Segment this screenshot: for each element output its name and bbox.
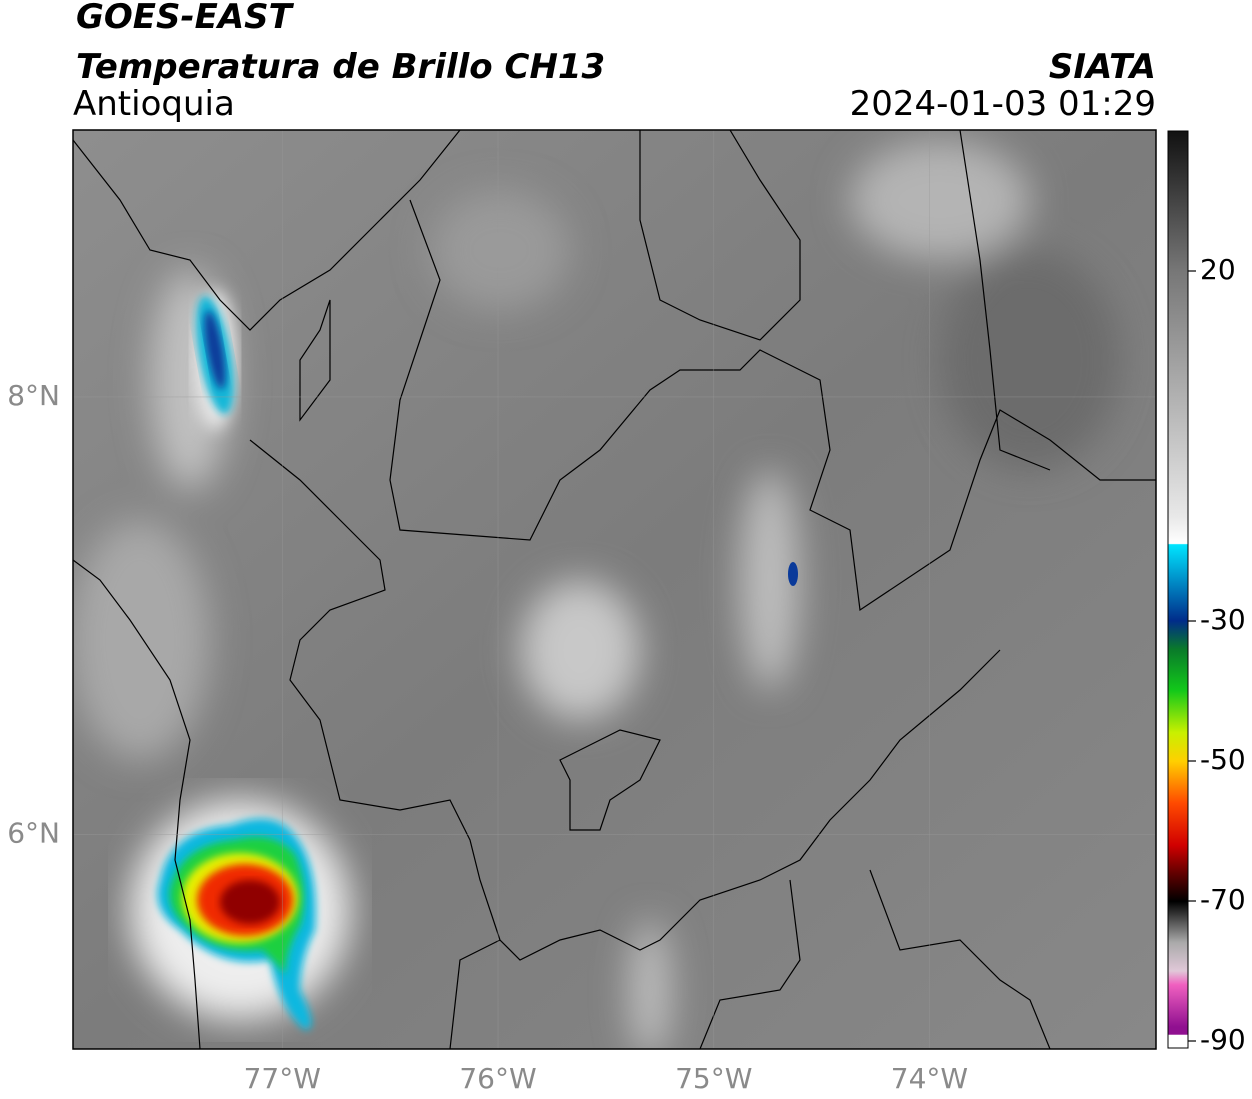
colorbar-tick-label: 20	[1200, 253, 1236, 286]
y-tick-label: 8°N	[7, 379, 60, 412]
region: Antioquia	[73, 84, 235, 124]
colorbar-tick-label: -50	[1200, 743, 1246, 776]
map-frame	[72, 129, 1157, 1050]
colorbar-tick-label: -30	[1200, 603, 1246, 636]
x-tick-label: 76°W	[459, 1062, 536, 1095]
x-tick-label: 75°W	[675, 1062, 752, 1095]
colorbar-tick-label: -70	[1200, 883, 1246, 916]
grid	[73, 130, 1156, 1049]
satellite-image	[73, 130, 1156, 1049]
source: SIATA	[1049, 47, 1156, 87]
storm-south	[130, 800, 350, 1030]
x-tick-label: 77°W	[244, 1062, 321, 1095]
colorbar-tick-label: -90	[1200, 1023, 1246, 1056]
title: GOES-EAST	[76, 0, 295, 37]
subtitle: Temperatura de Brillo CH13	[76, 47, 605, 87]
storm-north	[193, 290, 798, 586]
borders	[73, 130, 1156, 1049]
colorbar	[1167, 130, 1189, 1049]
timestamp: 2024-01-03 01:29	[850, 84, 1156, 124]
y-tick-label: 6°N	[7, 817, 60, 850]
x-tick-label: 74°W	[891, 1062, 968, 1095]
